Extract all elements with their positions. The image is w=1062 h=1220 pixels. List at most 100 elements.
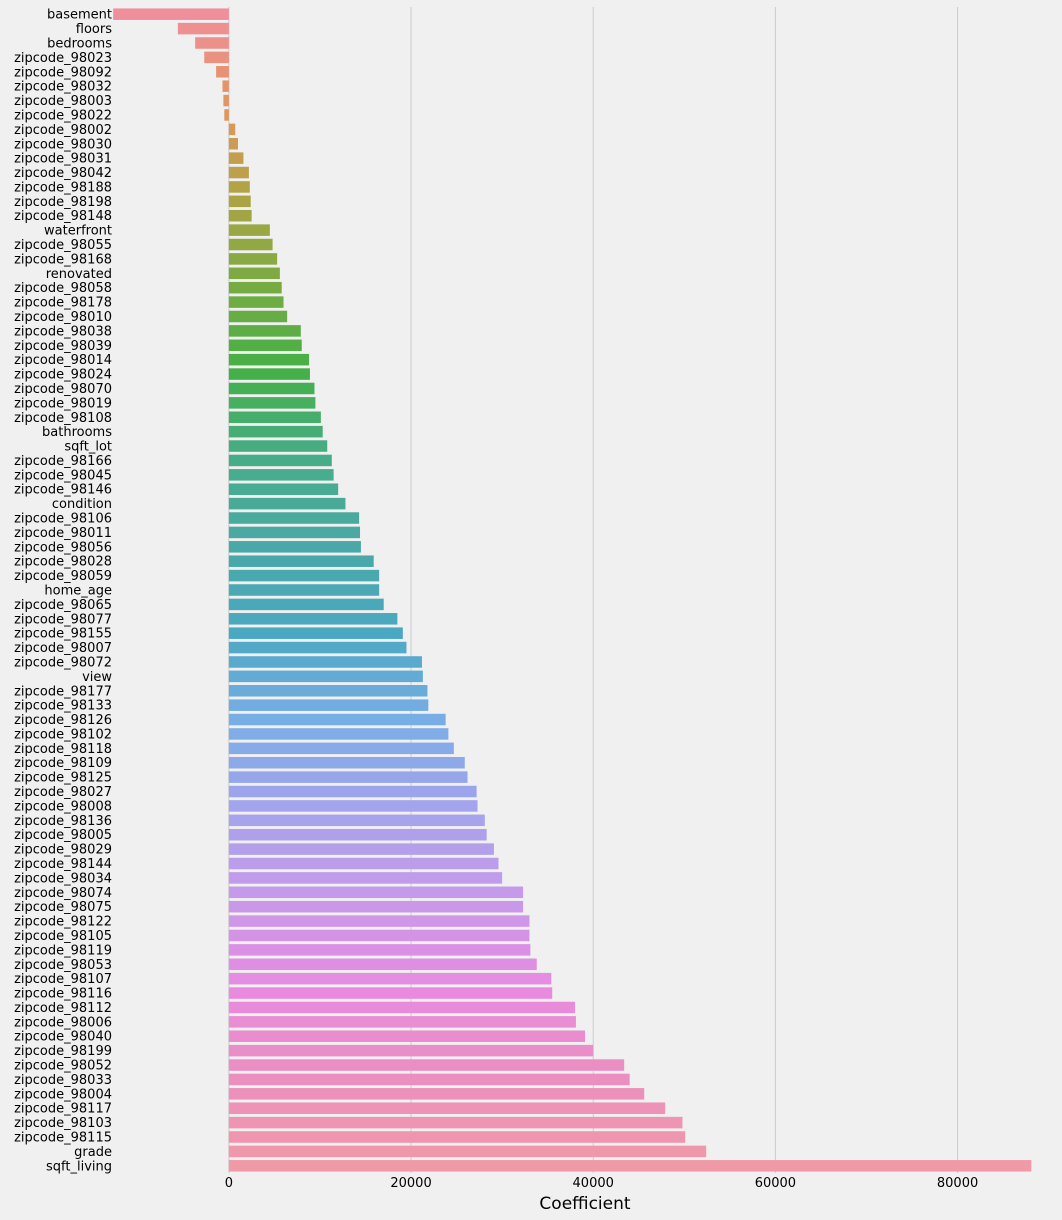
bar-zipcode_98031 — [228, 152, 244, 164]
bar-zipcode_98136 — [228, 814, 485, 827]
category-label: zipcode_98198 — [14, 195, 112, 210]
bar-zipcode_98030 — [228, 137, 238, 150]
bar-zipcode_98042 — [228, 166, 249, 179]
category-label: renovated — [46, 267, 112, 282]
bar-zipcode_98056 — [228, 541, 361, 553]
category-label: zipcode_98199 — [14, 1044, 112, 1059]
x-tick-label: 40000 — [573, 1176, 614, 1191]
category-label: zipcode_98022 — [14, 108, 112, 123]
bar-zipcode_98178 — [228, 296, 284, 308]
category-label: zipcode_98040 — [14, 1030, 112, 1045]
category-label: bedrooms — [47, 36, 112, 51]
bar-zipcode_98126 — [228, 713, 446, 726]
category-label: zipcode_98070 — [14, 382, 112, 397]
category-label: zipcode_98107 — [14, 972, 112, 987]
bar-zipcode_98052 — [228, 1059, 625, 1071]
bar-sqft_lot — [228, 440, 328, 452]
bar-zipcode_98002 — [228, 123, 236, 136]
category-label: zipcode_98006 — [14, 1015, 112, 1030]
bar-zipcode_98038 — [228, 325, 301, 337]
category-label: zipcode_98002 — [14, 123, 112, 138]
category-label: zipcode_98108 — [14, 411, 112, 426]
category-label: zipcode_98106 — [14, 512, 112, 527]
x-axis-label: Coefficient — [539, 1194, 630, 1214]
bar-zipcode_98144 — [228, 857, 499, 870]
category-label: zipcode_98133 — [14, 699, 112, 714]
bar-grade — [228, 1145, 707, 1158]
bar-zipcode_98024 — [228, 368, 310, 380]
bar-zipcode_98008 — [228, 800, 478, 812]
bar-zipcode_98077 — [228, 613, 398, 625]
x-tick-label: 0 — [225, 1176, 233, 1191]
bar-zipcode_98075 — [228, 900, 524, 913]
category-label: zipcode_98136 — [14, 814, 112, 829]
bar-zipcode_98005 — [228, 828, 487, 841]
bar-zipcode_98116 — [228, 987, 553, 999]
bar-bathrooms — [228, 425, 323, 438]
bar-zipcode_98166 — [228, 454, 332, 467]
category-label: zipcode_98074 — [14, 886, 112, 901]
bar-zipcode_98125 — [228, 771, 468, 783]
category-label: zipcode_98038 — [14, 324, 112, 339]
category-label: zipcode_98144 — [14, 857, 112, 872]
bar-zipcode_98118 — [228, 742, 454, 755]
category-label: zipcode_98155 — [14, 627, 112, 642]
category-label: zipcode_98103 — [14, 1116, 112, 1131]
bar-zipcode_98168 — [228, 253, 278, 265]
category-label: zipcode_98188 — [14, 180, 112, 195]
bar-zipcode_98106 — [228, 512, 360, 524]
bar-zipcode_98065 — [228, 598, 384, 611]
category-label: zipcode_98122 — [14, 915, 112, 930]
category-label: zipcode_98077 — [14, 612, 112, 627]
category-label: zipcode_98042 — [14, 166, 112, 181]
category-label: zipcode_98032 — [14, 80, 112, 95]
category-label: zipcode_98031 — [14, 152, 112, 167]
category-label: zipcode_98059 — [14, 569, 112, 584]
category-label: zipcode_98109 — [14, 756, 112, 771]
category-label: zipcode_98065 — [14, 598, 112, 613]
category-label: zipcode_98166 — [14, 454, 112, 469]
bar-zipcode_98102 — [228, 728, 449, 740]
category-label: zipcode_98058 — [14, 281, 112, 296]
bar-zipcode_98027 — [228, 785, 477, 798]
category-label: zipcode_98005 — [14, 828, 112, 843]
x-tick-label: 60000 — [755, 1176, 796, 1191]
bar-zipcode_98112 — [228, 1001, 575, 1014]
category-label: grade — [74, 1145, 112, 1160]
bar-zipcode_98109 — [228, 756, 465, 769]
bar-zipcode_98053 — [228, 958, 537, 971]
bar-sqft_living — [228, 1160, 1032, 1172]
bar-zipcode_98070 — [228, 382, 315, 395]
bars — [113, 8, 1032, 1172]
bar-zipcode_98103 — [228, 1116, 683, 1129]
category-label: zipcode_98029 — [14, 843, 112, 858]
category-label: condition — [52, 497, 112, 512]
bar-renovated — [228, 267, 280, 280]
bar-zipcode_98034 — [228, 872, 503, 884]
bar-zipcode_98029 — [228, 843, 494, 855]
category-label: zipcode_98112 — [14, 1001, 112, 1016]
category-label: zipcode_98008 — [14, 799, 112, 814]
bar-zipcode_98033 — [228, 1073, 630, 1086]
bar-zipcode_98115 — [228, 1131, 686, 1143]
x-tick-labels: 0 20000 40000 60000 80000 — [225, 1176, 979, 1191]
category-label: zipcode_98092 — [14, 65, 112, 80]
category-label: floors — [76, 22, 112, 37]
category-label: zipcode_98115 — [14, 1131, 112, 1146]
bar-zipcode_98198 — [228, 195, 251, 208]
bar-zipcode_98022 — [224, 109, 229, 121]
category-label: sqft_lot — [64, 440, 112, 455]
category-label: zipcode_98146 — [14, 483, 112, 498]
category-label: zipcode_98011 — [14, 526, 112, 541]
category-label: zipcode_98004 — [14, 1087, 112, 1102]
x-tick-label: 20000 — [390, 1176, 431, 1191]
bar-home_age — [228, 584, 380, 596]
category-label: zipcode_98102 — [14, 727, 112, 742]
category-label: zipcode_98010 — [14, 310, 112, 325]
category-label: zipcode_98055 — [14, 238, 112, 253]
category-label: zipcode_98119 — [14, 943, 112, 958]
category-label: zipcode_98116 — [14, 987, 112, 1002]
bar-zipcode_98058 — [228, 281, 282, 294]
bar-zipcode_98117 — [228, 1102, 666, 1114]
bar-zipcode_98040 — [228, 1030, 586, 1043]
